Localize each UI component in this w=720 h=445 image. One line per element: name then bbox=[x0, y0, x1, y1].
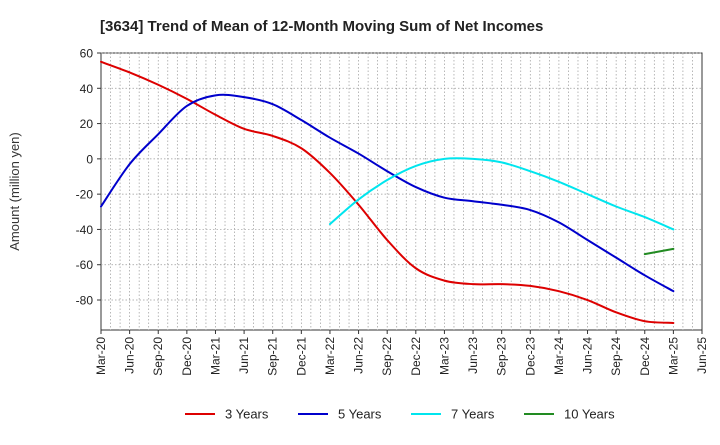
x-axis-ticks: Mar-20 Jun-20 Sep-20 Dec-20 Mar-21 Jun-21 Sep-… bbox=[94, 330, 709, 376]
x-tick-label: Mar-21 bbox=[208, 337, 222, 375]
y-tick-label: -40 bbox=[76, 223, 94, 237]
legend-label: 7 Years bbox=[451, 407, 495, 422]
x-tick-label: Sep-20 bbox=[151, 337, 165, 376]
x-tick-label: Dec-20 bbox=[180, 337, 194, 376]
x-tick-label: Sep-21 bbox=[266, 337, 280, 376]
x-tick-label: Jun-25 bbox=[695, 337, 709, 374]
legend: 3 Years 5 Years 7 Years 10 Years bbox=[185, 407, 615, 422]
series-line-7-years bbox=[328, 157, 675, 231]
series-line-5-years bbox=[100, 93, 675, 293]
x-tick-label: Dec-22 bbox=[409, 337, 423, 376]
y-tick-label: 40 bbox=[80, 82, 94, 96]
y-tick-label: -80 bbox=[76, 294, 94, 308]
x-tick-label: Sep-24 bbox=[609, 337, 623, 376]
y-axis-ticks: 60 40 20 0 -20 -40 -60 -80 bbox=[76, 47, 101, 308]
x-tick-label: Sep-23 bbox=[495, 337, 509, 376]
x-tick-label: Jun-23 bbox=[466, 337, 480, 374]
legend-label: 5 Years bbox=[338, 407, 382, 422]
x-tick-label: Dec-24 bbox=[638, 337, 652, 376]
legend-label: 3 Years bbox=[225, 407, 269, 422]
series-line-3-years bbox=[100, 60, 675, 324]
legend-label: 10 Years bbox=[564, 407, 615, 422]
x-tick-label: Mar-23 bbox=[437, 337, 451, 375]
x-tick-label: Mar-24 bbox=[552, 337, 566, 375]
x-tick-label: Mar-25 bbox=[666, 337, 680, 375]
series-lines bbox=[100, 60, 675, 324]
x-tick-label: Jun-22 bbox=[352, 337, 366, 374]
x-tick-label: Jun-21 bbox=[237, 337, 251, 374]
y-tick-label: -60 bbox=[76, 258, 94, 272]
x-tick-label: Jun-20 bbox=[123, 337, 137, 374]
x-tick-label: Dec-21 bbox=[294, 337, 308, 376]
y-tick-label: -20 bbox=[76, 188, 94, 202]
series-line-10-years bbox=[643, 247, 675, 256]
x-tick-label: Mar-22 bbox=[323, 337, 337, 375]
x-tick-label: Mar-20 bbox=[94, 337, 108, 375]
y-tick-label: 20 bbox=[80, 117, 94, 131]
y-tick-label: 0 bbox=[86, 152, 93, 166]
x-tick-label: Dec-23 bbox=[523, 337, 537, 376]
x-tick-label: Sep-22 bbox=[380, 337, 394, 376]
x-tick-label: Jun-24 bbox=[581, 337, 595, 374]
y-axis-label: Amount (million yen) bbox=[7, 132, 22, 251]
y-tick-label: 60 bbox=[80, 47, 94, 61]
chart-title: [3634] Trend of Mean of 12-Month Moving … bbox=[100, 18, 543, 35]
plot-area bbox=[100, 52, 703, 331]
